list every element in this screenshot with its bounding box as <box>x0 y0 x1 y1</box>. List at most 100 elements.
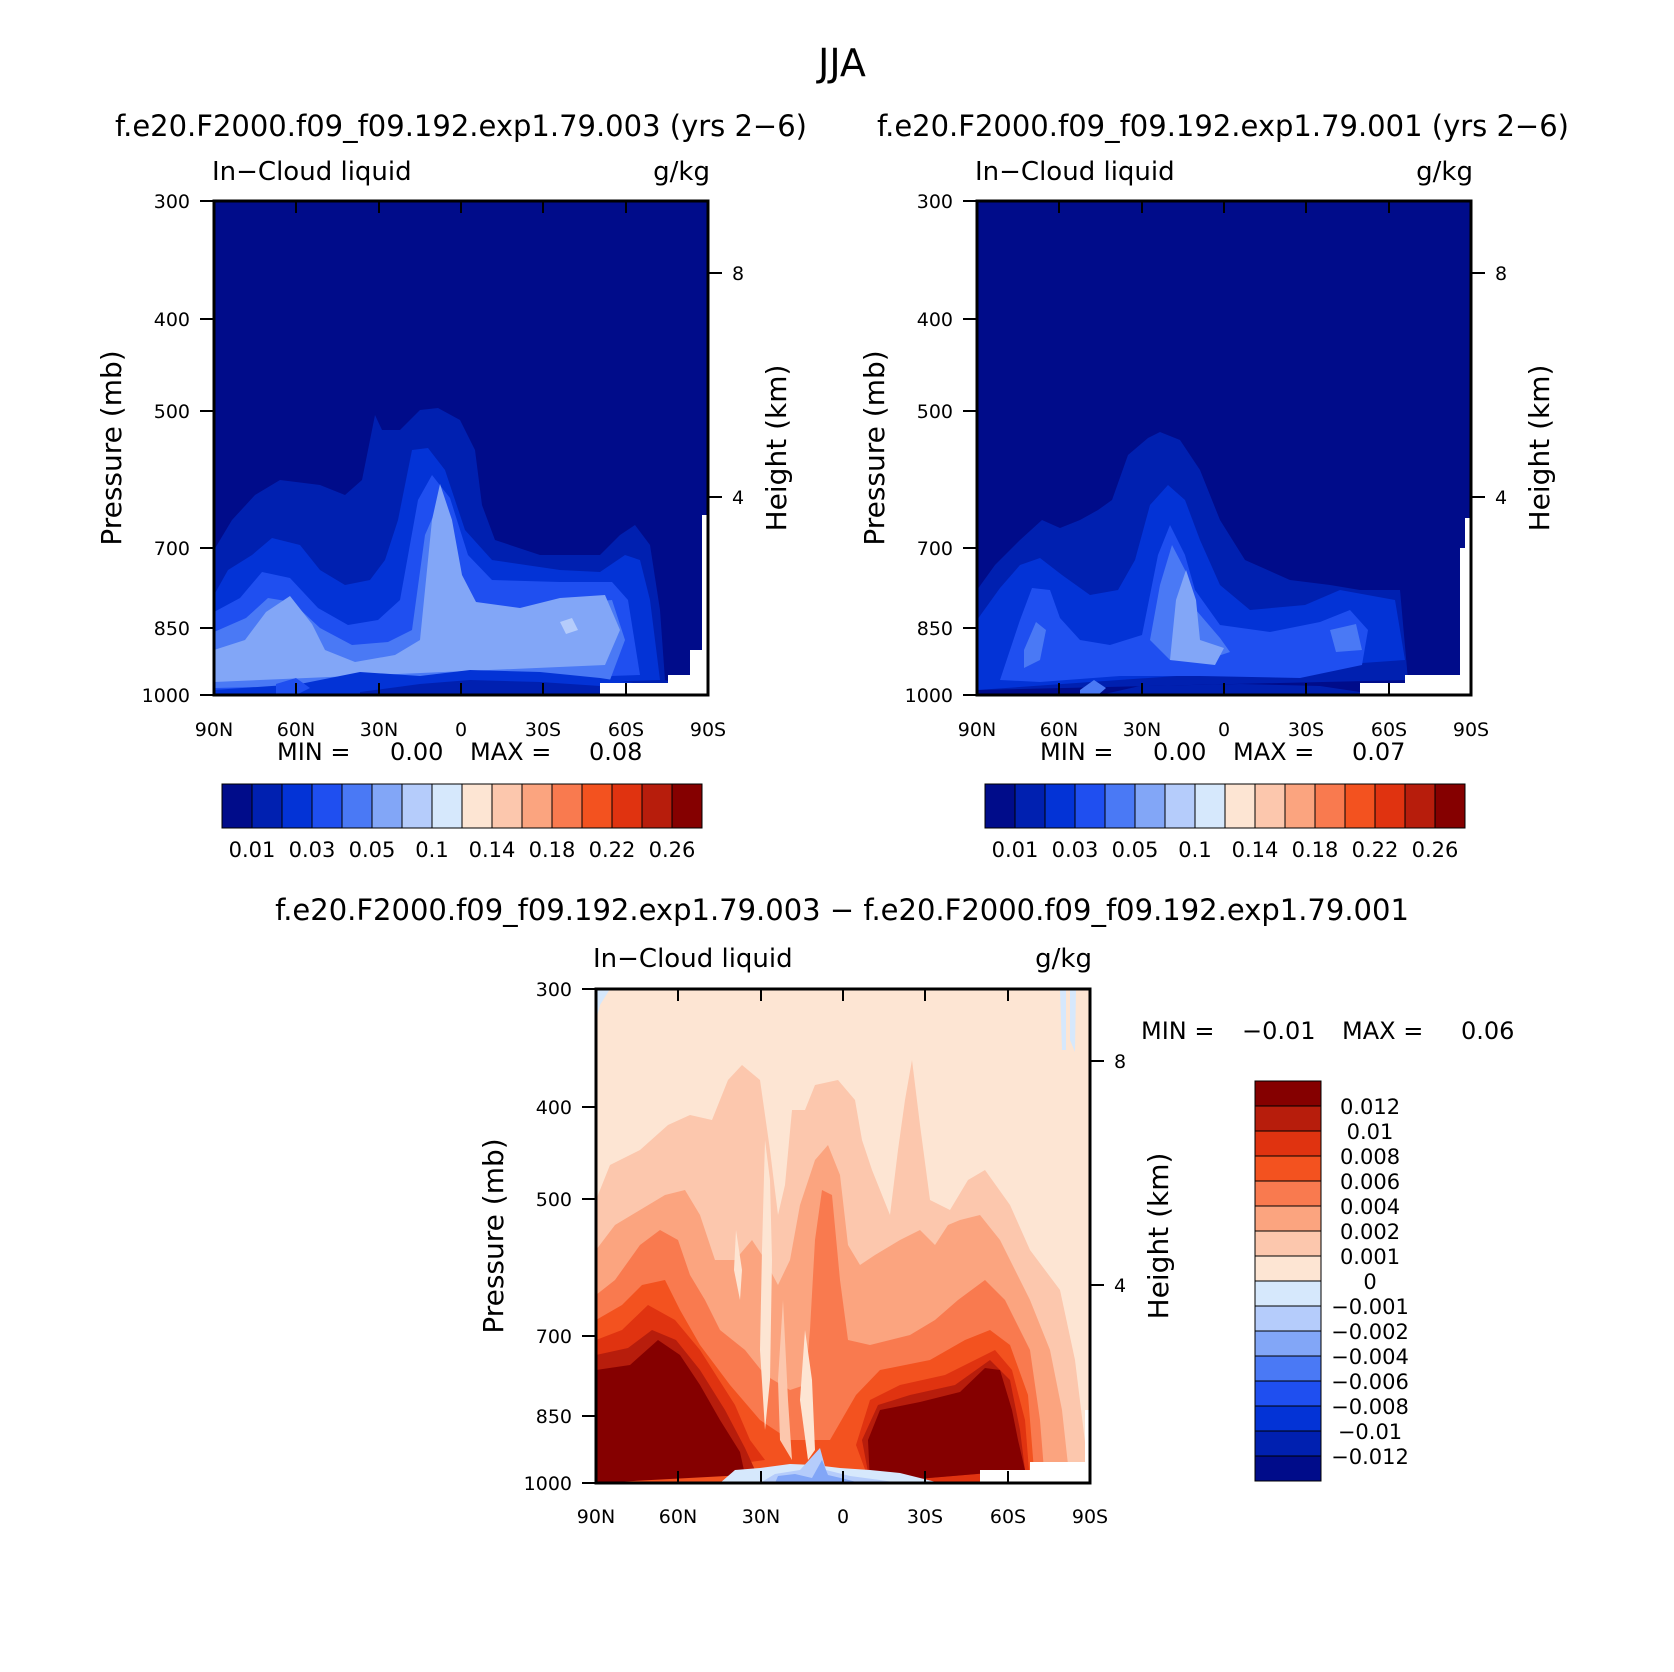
panel-3-contour-neg-0.002 <box>775 1460 860 1483</box>
panel-1-colorbar-label: 0.26 <box>649 838 696 862</box>
panel-3-colorbar-swatch <box>1254 1230 1322 1257</box>
panel-2-x-tick-label: 90N <box>958 719 996 741</box>
panel-3-colorbar-swatch <box>1254 1280 1322 1307</box>
panel-3-colorbar <box>1254 1080 1322 1482</box>
panel-2-x-tick-label: 30N <box>1123 719 1161 741</box>
panel-3: f.e20.F2000.f09_f09.192.exp1.79.003 − f.… <box>275 893 1514 1528</box>
panel-3-x-tick-label: 30S <box>907 1506 943 1528</box>
panel-2-colorbar-labels: 0.01 0.03 0.05 0.1 0.14 0.18 0.22 0.26 <box>992 838 1459 862</box>
panel-2-colorbar-label: 0.14 <box>1232 838 1279 862</box>
panel-1-colorbar-swatch <box>281 783 313 829</box>
panel-3-x-tick-label: 90S <box>1072 1506 1108 1528</box>
panel-2-colorbar-swatch <box>1074 783 1106 829</box>
panel-3-contour-0.001-streak-c <box>734 1230 742 1300</box>
panel-3-right-tick-marks <box>1090 1060 1104 1286</box>
panel-1-colorbar-labels: 0.01 0.03 0.05 0.1 0.14 0.18 0.22 0.26 <box>229 838 696 862</box>
panel-1-colorbar-swatch <box>341 783 373 829</box>
panel-2-colorbar-swatch <box>1434 783 1466 829</box>
panel-3-colorbar-label: 0.004 <box>1340 1195 1400 1219</box>
panel-3-contour-neg-top-right <box>1060 989 1076 1052</box>
panel-2-right-axis-title: Height (km) <box>1523 365 1556 532</box>
panel-3-colorbar-swatch <box>1254 1255 1322 1282</box>
panel-2-colorbar-swatch <box>1104 783 1136 829</box>
panel-1-min-value: 0.00 <box>390 738 443 766</box>
panel-3-y-tick-label: 700 <box>536 1326 572 1348</box>
panel-1-x-tick-marks <box>213 201 709 695</box>
panel-3-y-tick-label: 850 <box>536 1406 572 1428</box>
panel-1-contour-bottom-core <box>360 680 630 695</box>
panel-3-colorbar-label: 0.006 <box>1340 1170 1400 1194</box>
panel-2-y-axis-title: Pressure (mb) <box>858 350 891 545</box>
panel-2-x-tick-label: 0 <box>1218 719 1230 741</box>
panel-3-y-tick-marks <box>582 988 596 1484</box>
panel-3-right-tick-label: 8 <box>1114 1051 1126 1073</box>
panel-1-missing-data <box>600 515 708 695</box>
panel-2-min-label: MIN = <box>1040 738 1113 766</box>
panel-3-missing-data <box>980 1410 1090 1483</box>
panel-3-colorbar-swatch <box>1254 1155 1322 1182</box>
panel-1-colorbar-swatch <box>551 783 583 829</box>
panel-1-colorbar-swatch <box>311 783 343 829</box>
panel-1-units: g/kg <box>653 157 710 187</box>
panel-2-contour-0.06 <box>1170 570 1224 665</box>
panel-1-right-axis: 8 4 Height (km) <box>708 263 793 531</box>
panel-3-min-value: −0.01 <box>1242 1017 1316 1045</box>
panel-3-colorbar-label: 0.01 <box>1347 1120 1394 1144</box>
panel-3-units: g/kg <box>1035 944 1092 974</box>
panel-3-colorbar-swatch <box>1254 1430 1322 1457</box>
panel-3-colorbar-label: 0.008 <box>1340 1145 1400 1169</box>
panel-1-colorbar-swatch <box>461 783 493 829</box>
panel-3-colorbar-label: −0.001 <box>1331 1295 1409 1319</box>
panel-3-colorbar-label: 0.001 <box>1340 1245 1400 1269</box>
panel-3-right-axis: 8 4 Height (km) <box>1090 1051 1175 1319</box>
panel-1-x-tick-label: 90N <box>195 719 233 741</box>
panel-3-colorbar-swatch <box>1254 1130 1322 1157</box>
panel-2-y-axis: 300 400 500 700 850 1000 Pressure (mb) <box>858 191 977 707</box>
panel-2-right-tick-label: 8 <box>1495 263 1507 285</box>
panel-3-x-tick-marks <box>595 989 1091 1483</box>
panel-3-colorbar-swatch <box>1254 1305 1322 1332</box>
panel-1-max-label: MAX = <box>470 738 551 766</box>
panel-3-y-axis-title: Pressure (mb) <box>477 1138 510 1333</box>
panel-1-contour-0.06 <box>214 484 620 682</box>
panel-3-variable-label: In−Cloud liquid <box>593 944 793 974</box>
panel-1-contour-small-cell <box>276 678 310 695</box>
panel-1-x-tick-label: 30S <box>525 719 561 741</box>
panel-1-colorbar-swatch <box>671 783 703 829</box>
panel-1-colorbar-label: 0.03 <box>289 838 336 862</box>
panel-1-right-tick-label: 4 <box>732 487 744 509</box>
panel-3-max-label: MAX = <box>1342 1017 1423 1045</box>
panel-2-max-value: 0.07 <box>1352 738 1405 766</box>
panel-2-x-tick-label: 60S <box>1371 719 1407 741</box>
panel-2-x-axis: 90N 60N 30N 0 30S 60S 90S <box>958 201 1489 741</box>
panel-3-colorbar-swatch <box>1254 1380 1322 1407</box>
panel-2-colorbar-swatch <box>1284 783 1316 829</box>
panel-2-colorbar-label: 0.05 <box>1112 838 1159 862</box>
panel-2-colorbar-label: 0.01 <box>992 838 1039 862</box>
panel-3-colorbar-labels: 0.012 0.01 0.008 0.006 0.004 0.002 0.001… <box>1331 1095 1409 1469</box>
panel-3-colorbar-label: −0.008 <box>1331 1395 1409 1419</box>
panel-1-y-tick-marks <box>200 200 214 696</box>
panel-3-y-tick-label: 300 <box>536 979 572 1001</box>
panel-1-colorbar-swatch <box>221 783 253 829</box>
panel-1-colorbar-swatch <box>371 783 403 829</box>
panel-3-plot-area <box>596 989 1090 1483</box>
panel-1-right-tick-label: 8 <box>732 263 744 285</box>
panel-1-colorbar-label: 0.1 <box>415 838 448 862</box>
panel-1-colorbar-swatch <box>611 783 643 829</box>
panel-2-y-tick-label: 850 <box>917 618 953 640</box>
panel-2-stats: MIN = 0.00 MAX = 0.07 <box>1040 738 1405 766</box>
figure-title: JJA <box>816 41 866 85</box>
panel-1-colorbar-label: 0.14 <box>469 838 516 862</box>
panel-3-right-axis-title: Height (km) <box>1142 1153 1175 1320</box>
panel-2-colorbar-swatch <box>1254 783 1286 829</box>
panel-3-x-axis: 90N 60N 30N 0 30S 60S 90S <box>577 989 1108 1528</box>
panel-1-colorbar-label: 0.18 <box>529 838 576 862</box>
panel-2-right-tick-marks <box>1471 272 1485 498</box>
panel-1-max-value: 0.08 <box>589 738 642 766</box>
panel-2-colorbar-swatch <box>1164 783 1196 829</box>
panel-3-y-tick-label: 400 <box>536 1097 572 1119</box>
panel-2-colorbar-swatch <box>1224 783 1256 829</box>
panel-1-y-tick-label: 700 <box>154 538 190 560</box>
